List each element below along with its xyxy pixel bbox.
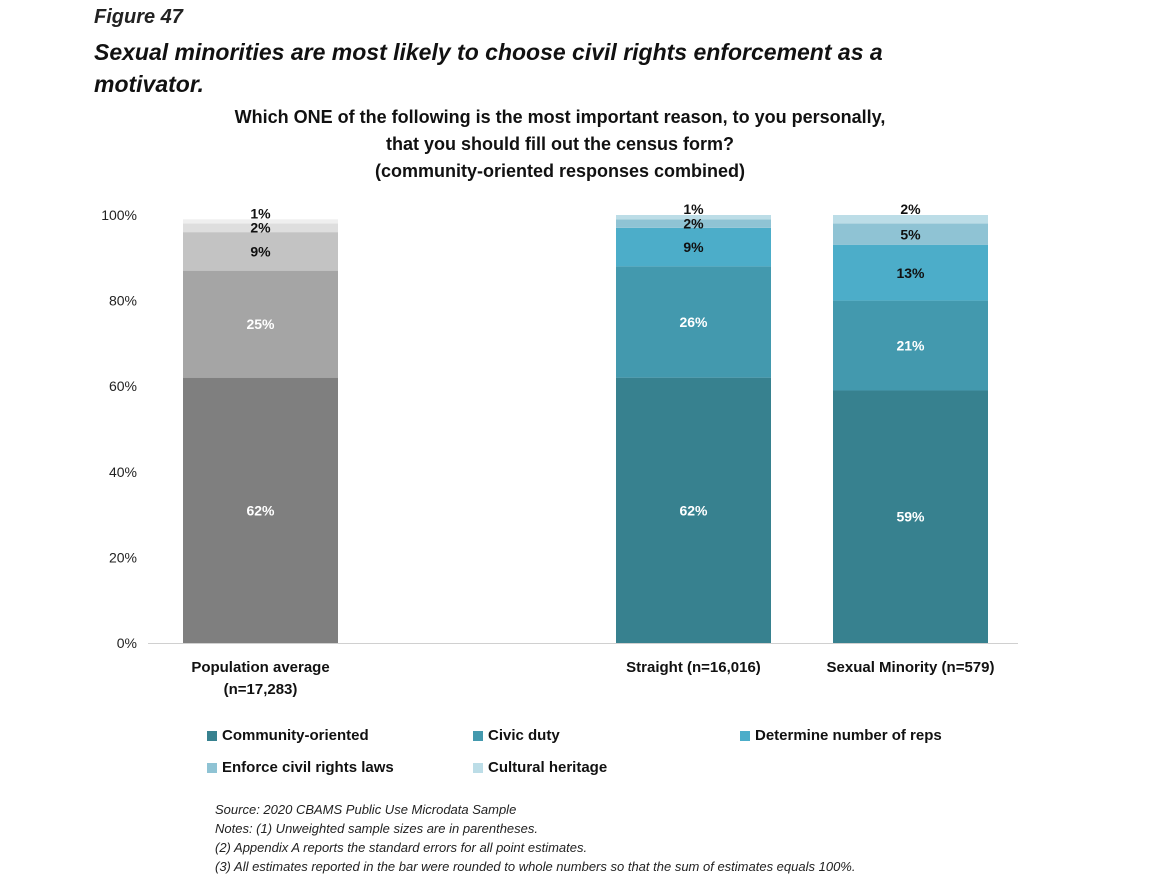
bar-segment-enforce-civil-rights-laws bbox=[833, 223, 988, 245]
bar-segment-cultural-heritage bbox=[833, 215, 988, 224]
legend-item: Cultural heritage bbox=[473, 759, 607, 776]
bar-segment-community-oriented bbox=[833, 390, 988, 643]
data-label: 9% bbox=[683, 239, 704, 255]
bar-segment-community-oriented bbox=[616, 377, 771, 643]
legend-swatch bbox=[740, 730, 750, 741]
data-label: 2% bbox=[900, 201, 921, 217]
bar-segment-civic-duty bbox=[183, 270, 338, 378]
stacked-bar-chart: 0%20%40%60%80%100%62%25%9%2%1%Population… bbox=[101, 201, 1018, 698]
data-label: 59% bbox=[896, 509, 925, 525]
category-label: (n=17,283) bbox=[224, 681, 298, 698]
chart-question: Which ONE of the following is the most i… bbox=[160, 104, 960, 185]
data-label: 13% bbox=[896, 265, 925, 281]
data-label: 1% bbox=[683, 201, 704, 217]
y-tick-label: 40% bbox=[109, 464, 137, 480]
legend-item: Community-oriented bbox=[207, 727, 369, 744]
legend-swatch bbox=[207, 730, 217, 741]
bar-segment-cultural-heritage bbox=[183, 219, 338, 224]
bar-segment-community-oriented bbox=[183, 377, 338, 643]
category-label: Sexual Minority (n=579) bbox=[827, 659, 995, 676]
category-label: Straight (n=16,016) bbox=[626, 659, 761, 676]
chart-notes: Source: 2020 CBAMS Public Use Microdata … bbox=[215, 800, 1115, 876]
bar-segment-cultural-heritage bbox=[616, 215, 771, 220]
data-label: 2% bbox=[683, 215, 704, 231]
bar-segment-determine-number-of-reps bbox=[833, 244, 988, 301]
bar-segment-determine-number-of-reps bbox=[616, 227, 771, 267]
legend-item: Determine number of reps bbox=[740, 727, 942, 744]
category-label: Population average bbox=[191, 659, 329, 676]
y-tick-label: 0% bbox=[117, 635, 137, 651]
figure-title: Sexual minorities are most likely to cho… bbox=[94, 39, 883, 97]
data-label: 1% bbox=[250, 205, 271, 221]
legend-label: Cultural heritage bbox=[488, 759, 608, 776]
data-label: 62% bbox=[246, 502, 275, 518]
question-line-2: that you should fill out the census form… bbox=[385, 134, 734, 154]
bar-segment-civic-duty bbox=[833, 300, 988, 391]
data-label: 2% bbox=[250, 220, 271, 236]
legend-label: Enforce civil rights laws bbox=[222, 759, 394, 776]
legend-label: Civic duty bbox=[488, 727, 560, 744]
note-1: Notes: (1) Unweighted sample sizes are i… bbox=[215, 821, 538, 836]
bar-segment-enforce-civil-rights-laws bbox=[183, 223, 338, 233]
legend-label: Community-oriented bbox=[222, 727, 369, 744]
note-2: (2) Appendix A reports the standard erro… bbox=[215, 840, 588, 855]
note-3: (3) All estimates reported in the bar we… bbox=[215, 859, 856, 874]
data-label: 62% bbox=[679, 502, 708, 518]
legend-swatch bbox=[207, 762, 217, 773]
legend-item: Civic duty bbox=[473, 727, 560, 744]
data-label: 21% bbox=[896, 338, 925, 354]
y-tick-label: 20% bbox=[109, 549, 137, 565]
legend-item: Enforce civil rights laws bbox=[207, 759, 394, 776]
bar-segment-civic-duty bbox=[616, 266, 771, 378]
data-label: 26% bbox=[679, 314, 708, 330]
legend-swatch bbox=[473, 762, 483, 773]
note-source: Source: 2020 CBAMS Public Use Microdata … bbox=[215, 802, 517, 817]
data-label: 5% bbox=[900, 226, 921, 242]
bar-segment-enforce-civil-rights-laws bbox=[616, 219, 771, 228]
question-line-1: Which ONE of the following is the most i… bbox=[234, 107, 886, 127]
data-label: 9% bbox=[250, 243, 271, 259]
bar-segment-determine-number-of-reps bbox=[183, 232, 338, 271]
data-label: 25% bbox=[246, 316, 275, 332]
question-line-3: (community-oriented responses combined) bbox=[374, 161, 746, 181]
figure-label: Figure 47 bbox=[94, 6, 183, 28]
y-tick-label: 60% bbox=[109, 378, 137, 394]
y-tick-label: 80% bbox=[109, 293, 137, 309]
legend-swatch bbox=[473, 730, 483, 741]
legend-label: Determine number of reps bbox=[755, 727, 942, 744]
y-tick-label: 100% bbox=[101, 207, 137, 223]
